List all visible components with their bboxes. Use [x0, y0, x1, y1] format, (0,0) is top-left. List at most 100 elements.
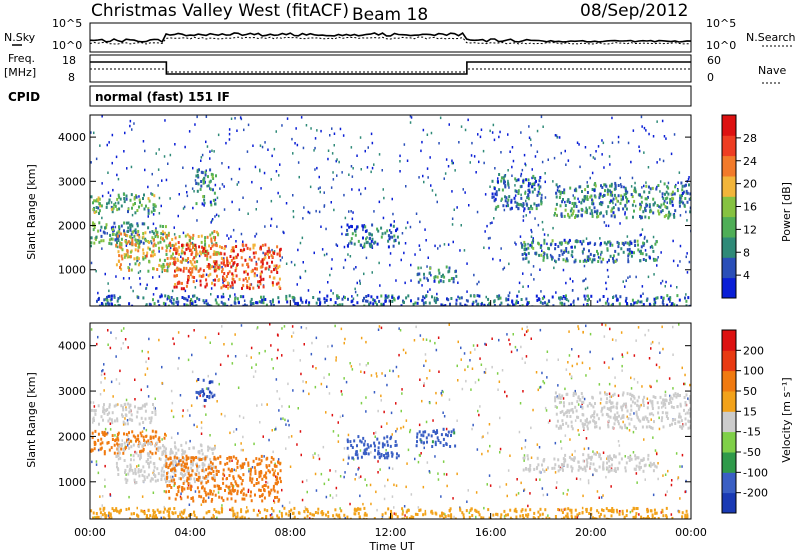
echo-cell	[114, 204, 117, 208]
echo-cell	[368, 302, 371, 306]
scatter-echo-cell	[223, 185, 225, 188]
echo-cell	[171, 467, 174, 471]
echo-cell	[555, 195, 558, 199]
scatter-echo-cell	[97, 448, 100, 452]
echo-cell	[215, 473, 218, 476]
scatter-echo-cell	[414, 457, 416, 461]
scatter-echo-cell	[434, 341, 436, 345]
echo-cell	[183, 464, 186, 468]
scatter-echo-cell	[114, 225, 117, 229]
scatter-echo-cell	[147, 185, 149, 189]
echo-cell	[123, 200, 126, 204]
echo-cell	[138, 198, 141, 202]
scatter-echo-cell	[470, 154, 473, 157]
echo-region	[522, 452, 658, 474]
echo-cell	[397, 454, 400, 458]
scatter-echo-cell	[522, 285, 524, 288]
echo-cell	[639, 215, 641, 218]
echo-cell	[673, 303, 676, 306]
scatter-echo-cell	[530, 456, 533, 459]
echo-cell	[626, 241, 629, 245]
scatter-echo-cell	[104, 427, 107, 431]
echo-cell	[368, 232, 371, 236]
echo-cell	[602, 295, 605, 298]
scatter-echo-cell	[595, 210, 597, 214]
echo-cell	[440, 275, 443, 278]
echo-cell	[455, 298, 458, 302]
echo-cell	[155, 441, 158, 445]
echo-cell	[226, 263, 229, 267]
scatter-echo-cell	[336, 174, 338, 177]
echo-cell	[645, 298, 648, 302]
echo-cell	[144, 441, 146, 445]
scatter-echo-cell	[378, 153, 381, 156]
echo-cell	[150, 210, 153, 214]
scatter-echo-cell	[653, 273, 655, 276]
echo-cell	[261, 477, 264, 481]
echo-cell	[253, 466, 256, 470]
scatter-echo-cell	[631, 176, 634, 180]
scatter-echo-cell	[194, 123, 196, 126]
echo-cell	[229, 294, 231, 298]
echo-cell	[207, 479, 210, 483]
echo-cell	[422, 430, 425, 434]
echo-cell	[587, 303, 589, 306]
scatter-echo-cell	[611, 116, 613, 120]
echo-cell	[563, 404, 565, 408]
echo-cell	[264, 298, 267, 301]
scatter-echo-cell	[518, 281, 521, 285]
echo-cell	[126, 234, 129, 238]
echo-cell	[515, 205, 518, 209]
echo-cell	[617, 184, 620, 187]
echo-cell	[151, 477, 154, 481]
scatter-echo-cell	[108, 141, 110, 144]
scatter-echo-cell	[473, 273, 475, 277]
scatter-echo-cell	[178, 356, 180, 360]
echo-cell	[275, 464, 278, 468]
scatter-echo-cell	[324, 357, 327, 361]
echo-cell	[276, 271, 279, 274]
scatter-echo-cell	[300, 453, 302, 457]
echo-cell	[101, 430, 104, 434]
echo-cell	[460, 296, 463, 300]
scatter-echo-cell	[488, 246, 490, 250]
echo-cell	[346, 232, 349, 236]
echo-cell	[116, 234, 119, 238]
scatter-echo-cell	[460, 224, 462, 227]
echo-cell	[370, 295, 373, 299]
echo-cell	[200, 252, 203, 256]
scatter-echo-cell	[240, 448, 242, 452]
scatter-echo-cell	[177, 488, 180, 491]
echo-cell	[674, 422, 677, 425]
echo-cell	[175, 469, 178, 473]
echo-cell	[360, 243, 363, 247]
echo-cell	[425, 294, 428, 298]
scatter-echo-cell	[184, 289, 187, 293]
scatter-echo-cell	[104, 485, 106, 488]
scatter-echo-cell	[523, 489, 525, 492]
echo-cell	[631, 250, 633, 254]
scatter-echo-cell	[659, 158, 661, 161]
echo-cell	[125, 194, 128, 198]
echo-cell	[277, 461, 280, 465]
echo-cell	[198, 458, 201, 462]
echo-cell	[532, 239, 535, 242]
echo-cell	[90, 236, 93, 240]
echo-cell	[626, 302, 628, 305]
echo-cell	[438, 280, 440, 284]
scatter-echo-cell	[281, 256, 283, 259]
echo-cell	[153, 194, 156, 198]
echo-cell	[148, 199, 151, 203]
echo-cell	[610, 304, 613, 306]
scatter-echo-cell	[685, 255, 687, 259]
scatter-echo-cell	[519, 402, 522, 405]
echo-cell	[206, 302, 209, 306]
echo-cell	[391, 454, 394, 458]
scatter-echo-cell	[247, 212, 249, 215]
noise-tick-right-bottom: 10^0	[706, 39, 736, 52]
scatter-echo-cell	[181, 414, 184, 418]
scatter-echo-cell	[218, 382, 220, 386]
scatter-echo-cell	[236, 183, 238, 186]
echo-cell	[562, 251, 565, 254]
echo-cell	[681, 188, 684, 192]
